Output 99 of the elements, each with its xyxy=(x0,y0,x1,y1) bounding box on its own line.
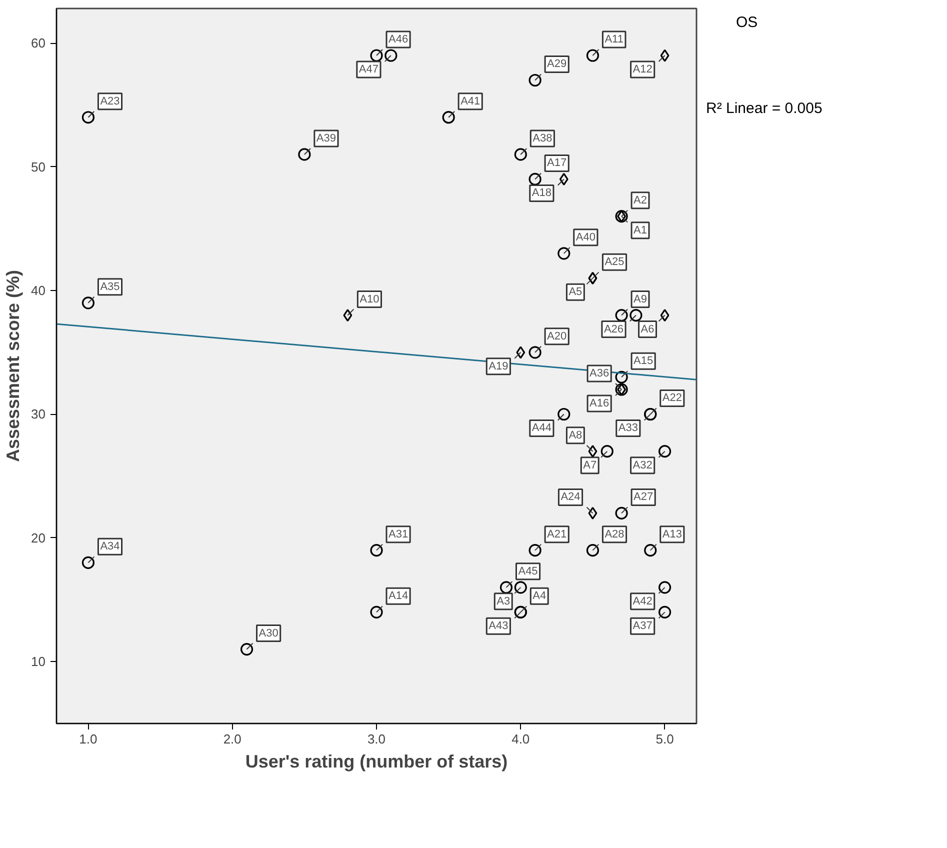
annotation: A28 xyxy=(604,528,624,540)
annotation: A37 xyxy=(632,620,652,632)
point xyxy=(528,544,542,557)
annotation: A7 xyxy=(583,459,597,472)
point xyxy=(660,49,670,62)
point xyxy=(559,172,568,186)
point xyxy=(442,111,455,124)
annotation: A20 xyxy=(547,330,567,342)
point xyxy=(528,172,542,186)
annotation: A14 xyxy=(388,590,408,602)
point xyxy=(384,49,398,62)
y-tick-label: 40 xyxy=(31,283,46,298)
point xyxy=(615,370,628,384)
point xyxy=(615,506,628,520)
annotation: A30 xyxy=(258,627,278,640)
annotation: A16 xyxy=(590,398,610,410)
annotation: A4 xyxy=(532,590,546,602)
y-tick-label: 30 xyxy=(31,406,46,422)
annotation: A44 xyxy=(532,422,552,434)
annotation: A35 xyxy=(100,280,120,293)
annotation: A43 xyxy=(488,620,508,632)
point xyxy=(343,308,352,322)
annotation: A36 xyxy=(590,368,610,380)
point xyxy=(588,445,598,458)
annotation: A17 xyxy=(547,157,567,170)
annotation: A19 xyxy=(488,360,508,372)
annotation: A15 xyxy=(634,355,654,368)
annotation: A25 xyxy=(604,256,624,268)
point xyxy=(658,581,672,594)
annotation: A26 xyxy=(604,323,624,336)
annotation: A18 xyxy=(532,187,552,200)
annotation: A27 xyxy=(634,491,654,504)
point xyxy=(658,445,672,458)
annotation: A38 xyxy=(532,132,552,144)
annotation: A41 xyxy=(460,95,480,108)
point xyxy=(558,408,570,421)
annotation: A1 xyxy=(634,224,648,236)
point xyxy=(82,296,95,310)
point xyxy=(514,581,527,594)
annotation: A24 xyxy=(560,491,580,504)
y-tick-label: 50 xyxy=(31,159,46,174)
point xyxy=(370,606,383,618)
point xyxy=(558,247,570,260)
point xyxy=(660,308,670,322)
point xyxy=(82,111,95,124)
point xyxy=(298,148,311,161)
point xyxy=(528,74,542,87)
x-tick-label: 1.0 xyxy=(79,732,98,746)
point xyxy=(500,581,513,594)
annotation: A23 xyxy=(100,95,120,108)
point xyxy=(516,346,526,359)
annotation: A13 xyxy=(662,528,682,540)
annotation: A11 xyxy=(604,34,624,46)
annotation: A34 xyxy=(100,540,120,553)
point xyxy=(586,49,600,62)
annotation: A6 xyxy=(640,323,654,336)
point xyxy=(600,445,614,458)
point xyxy=(644,544,657,557)
annotation: A10 xyxy=(360,293,380,306)
annotation: A9 xyxy=(634,293,648,306)
annotation: A46 xyxy=(388,34,408,46)
point xyxy=(630,308,642,322)
annotation: A45 xyxy=(518,565,538,578)
x-tick-label: 3.0 xyxy=(367,732,386,746)
annotation: A2 xyxy=(634,194,648,206)
y-tick-label: 20 xyxy=(31,530,46,546)
text: R² Linear = 0.005 xyxy=(706,99,822,120)
annotation: A8 xyxy=(568,429,582,442)
point xyxy=(528,346,542,359)
annotation: A40 xyxy=(576,231,596,244)
annotation: A22 xyxy=(662,392,682,404)
point xyxy=(370,544,383,557)
point xyxy=(615,308,628,322)
annotation: A5 xyxy=(568,286,582,298)
x-tick-label: 4.0 xyxy=(512,732,530,746)
annotation: A47 xyxy=(358,64,378,76)
annotation: A32 xyxy=(632,459,652,472)
y-tick-label: 10 xyxy=(31,654,46,670)
y-tick-label: 60 xyxy=(31,36,46,51)
point xyxy=(240,642,254,656)
point xyxy=(370,49,383,62)
point xyxy=(588,506,598,520)
annotation: A42 xyxy=(632,595,652,608)
annotation: A39 xyxy=(316,132,336,144)
point xyxy=(658,606,672,618)
annotation: A33 xyxy=(618,422,638,434)
annotation: A3 xyxy=(496,595,510,608)
annotation: A29 xyxy=(547,58,567,70)
text: OS xyxy=(736,13,758,33)
x-tick-label: 5.0 xyxy=(656,732,674,746)
point xyxy=(82,556,95,569)
point xyxy=(514,148,527,161)
x-axis-title: User's rating (number of stars) xyxy=(245,752,508,772)
y-axis-title: Assessment score (%) xyxy=(3,270,24,462)
annotation: A31 xyxy=(388,528,408,540)
annotation: A21 xyxy=(547,528,567,540)
point xyxy=(586,544,600,557)
annotation: A12 xyxy=(632,64,652,76)
x-tick-label: 2.0 xyxy=(223,732,242,746)
